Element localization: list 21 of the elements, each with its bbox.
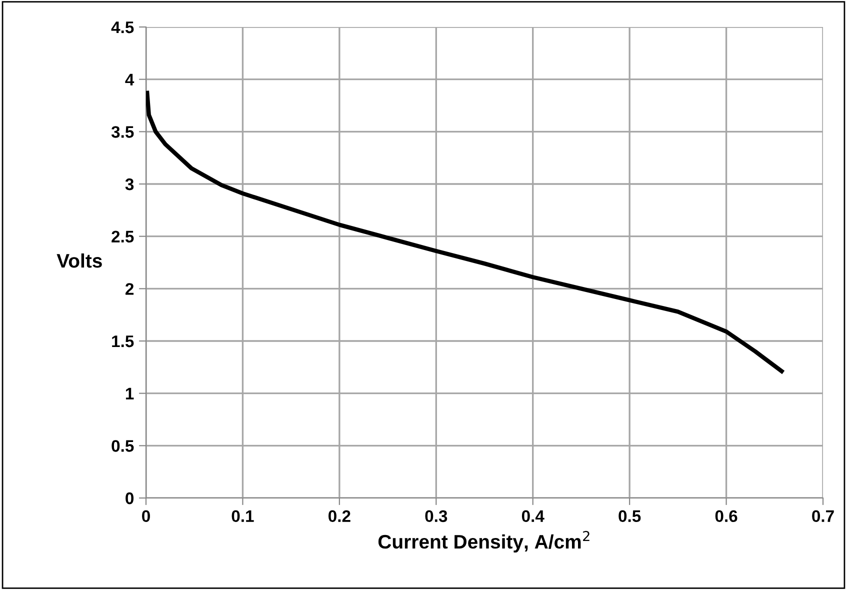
y-tick-label: 4 bbox=[125, 74, 134, 86]
y-tick-label: 3.5 bbox=[111, 126, 134, 138]
x-tick-label: 0.4 bbox=[522, 510, 544, 522]
y-axis-title: Volts bbox=[56, 253, 102, 268]
y-tick-label: 2.5 bbox=[112, 230, 134, 243]
y-tick-label: 3 bbox=[125, 178, 134, 190]
y-tick-label: 4.5 bbox=[111, 22, 134, 34]
x-tick-label: 0.3 bbox=[425, 510, 448, 522]
y-tick-label: 1.5 bbox=[112, 336, 134, 348]
x-tick-label: 0.5 bbox=[618, 510, 641, 522]
x-tick-label: 0.7 bbox=[812, 510, 834, 522]
y-tick-label: 1 bbox=[126, 388, 134, 400]
line-series bbox=[146, 88, 786, 374]
y-tick-label: 0.5 bbox=[112, 440, 134, 452]
y-tick-label: 2 bbox=[126, 283, 134, 295]
x-axis-title: Current Density, A/cm$^{2}$ bbox=[378, 530, 590, 552]
x-tick-label: 0 bbox=[142, 510, 150, 522]
x-tick-label: 0.6 bbox=[715, 510, 738, 522]
x-tick-label: 0.1 bbox=[232, 510, 254, 522]
y-tick-label: 0 bbox=[126, 492, 134, 504]
x-tick-label: 0.2 bbox=[328, 510, 350, 522]
